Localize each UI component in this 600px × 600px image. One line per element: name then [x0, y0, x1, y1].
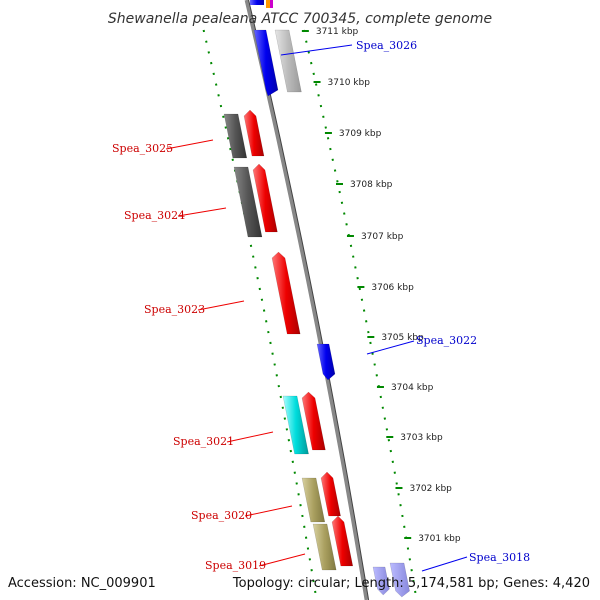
kbp-tick-label: 3704 kbp	[391, 383, 434, 393]
gene-label-spea-3026[interactable]: Spea_3026	[356, 39, 417, 52]
cog-block	[274, 29, 302, 93]
kbp-tick-label: 3703 kbp	[400, 433, 443, 443]
gene-label-spea-3022[interactable]: Spea_3022	[416, 334, 477, 347]
kbp-tick-label: 3710 kbp	[328, 78, 371, 88]
gene-leader-line	[280, 44, 353, 56]
kbp-tick-label: 3709 kbp	[339, 129, 382, 139]
cog-block	[233, 166, 263, 238]
gene-leader-line	[366, 340, 415, 355]
gene-leader-line	[244, 505, 293, 517]
kbp-tick-label: 3701 kbp	[418, 534, 461, 544]
gene-label-spea-3018[interactable]: Spea_3018	[469, 551, 530, 564]
gene-arrow-spea-3018	[372, 566, 390, 596]
gene-arrow-spea-3022	[316, 343, 336, 381]
kbp-tick-label: 3708 kbp	[350, 180, 393, 190]
gene-label-spea-3023[interactable]: Spea_3023	[144, 303, 205, 316]
gene-label-spea-3024[interactable]: Spea_3024	[124, 209, 185, 222]
kbp-tick-label: 3711 kbp	[316, 27, 359, 37]
cog-block	[223, 113, 248, 159]
cog-block	[282, 395, 309, 455]
accession-label: Accession: NC_009901	[8, 576, 156, 591]
gene-label-spea-3019[interactable]: Spea_3019	[205, 559, 266, 572]
gene-leader-line	[165, 139, 214, 150]
gene-arrow-spea-3025	[243, 109, 265, 157]
kbp-tick-label: 3705 kbp	[381, 333, 424, 343]
backbone-line	[244, 0, 369, 600]
gene-label-spea-3020[interactable]: Spea_3020	[191, 509, 252, 522]
kbp-tick-label: 3702 kbp	[409, 484, 452, 494]
gene-arrow-spea-3021	[301, 391, 326, 451]
gene-leader-line	[197, 300, 245, 311]
gene-leader-line	[258, 553, 306, 567]
partial-gene-block	[270, 0, 273, 8]
gene-label-spea-3025[interactable]: Spea_3025	[112, 142, 173, 155]
gene-arrow-spea-3023	[271, 251, 301, 335]
gene-arrow-spea-3019	[331, 515, 354, 567]
map-layer: 3711 kbp 3710 kbp 3709 kbp 3708 kbp 3707 kbp…	[112, 0, 530, 600]
kbp-tick-label: 3706 kbp	[371, 283, 414, 293]
topology-label: Topology: circular; Length: 5,174,581 bp…	[232, 576, 590, 591]
gene-leader-line	[421, 556, 468, 572]
tick-guide-outer	[202, 29, 318, 600]
partial-gene-block	[250, 0, 264, 5]
gene-label-spea-3021[interactable]: Spea_3021	[173, 435, 234, 448]
gene-leader-line	[177, 207, 227, 217]
cog-block	[301, 477, 326, 523]
genome-title: Shewanella pealeana ATCC 700345, complet…	[108, 11, 492, 27]
kbp-tick-label: 3707 kbp	[361, 232, 404, 242]
cog-block	[312, 523, 337, 571]
gene-arrow-spea-3020	[320, 471, 341, 517]
tick-guide-inner	[302, 29, 418, 600]
partial-gene-block	[266, 0, 270, 8]
backbone-shadow	[248, 0, 370, 600]
gene-leader-line	[226, 431, 274, 443]
gene-arrow-spea-3018	[389, 562, 410, 598]
gene-arrow-spea-3024	[252, 163, 278, 233]
gene-arrow-spea-3026	[253, 29, 279, 97]
